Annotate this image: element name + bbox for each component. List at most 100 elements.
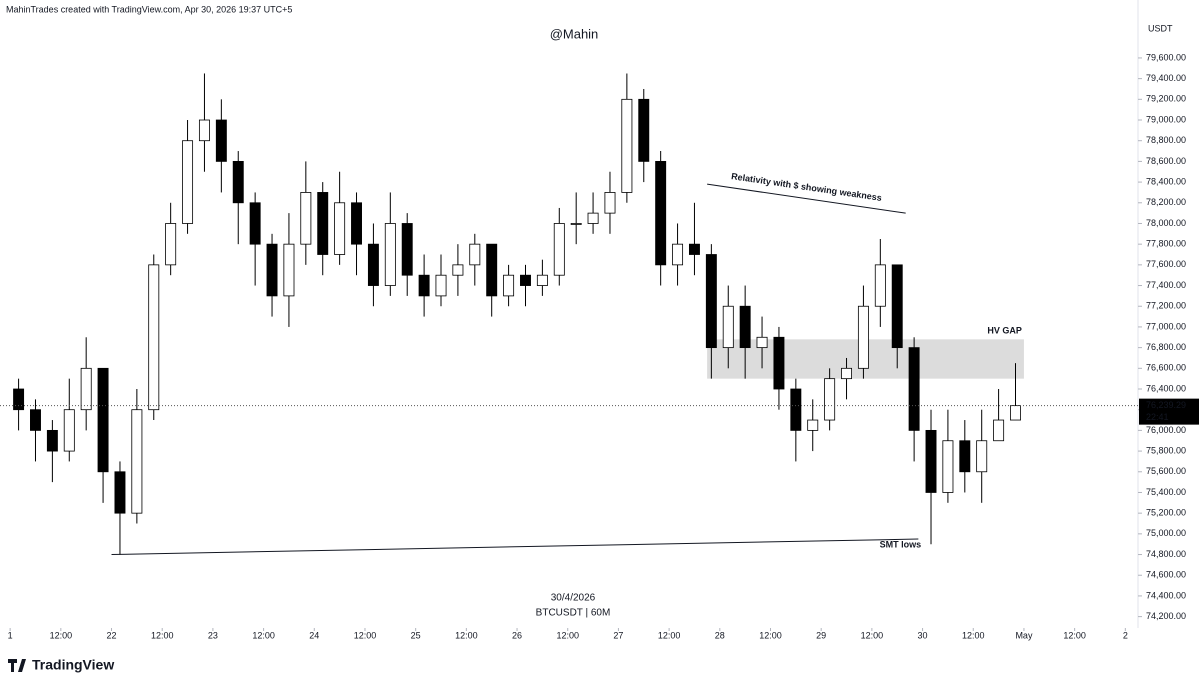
candle-body	[672, 243, 684, 266]
candle-body	[976, 440, 988, 473]
y-tick-label: 75,800.00	[1146, 445, 1186, 455]
candle-body	[688, 243, 700, 255]
date-label: 30/4/2026	[551, 593, 596, 604]
x-tick-label: 12:00	[455, 630, 478, 640]
y-tick-label: 74,200.00	[1146, 611, 1186, 621]
candle-body	[604, 192, 616, 214]
y-tick-label: 77,800.00	[1146, 239, 1186, 249]
candle-body	[655, 160, 667, 266]
candle-body	[520, 274, 531, 286]
y-tick-label: 75,400.00	[1146, 487, 1186, 497]
last-price-label: 76,239.29	[1146, 400, 1186, 410]
candle-body	[705, 254, 717, 349]
candle-body	[925, 429, 937, 493]
candle-body	[401, 223, 413, 276]
candle-body	[249, 202, 261, 245]
candle-body	[638, 98, 650, 162]
x-tick-label: 12:00	[861, 630, 884, 640]
x-tick-label: 12:00	[354, 630, 377, 640]
x-tick-label: 12:00	[151, 630, 174, 640]
x-tick-label: 12:00	[556, 630, 579, 640]
candle-body	[13, 388, 25, 411]
candle-body	[148, 264, 160, 411]
candle-body	[773, 336, 785, 390]
candle-body	[536, 274, 548, 286]
y-tick-label: 76,000.00	[1146, 425, 1186, 435]
candle-body	[908, 347, 920, 431]
last-price-box	[1139, 398, 1199, 425]
candle-body	[182, 140, 194, 224]
candle-body	[807, 419, 819, 431]
y-tick-label: 76,400.00	[1146, 383, 1186, 393]
candle-body	[80, 367, 92, 411]
x-tick-label: 12:00	[759, 630, 782, 640]
candle-body	[621, 98, 633, 193]
candle-body	[114, 471, 126, 514]
subtitle: BTCUSDT | 60M	[536, 608, 611, 619]
x-tick-label: 12:00	[1063, 630, 1086, 640]
y-tick-label: 75,000.00	[1146, 528, 1186, 538]
candle-body	[351, 202, 362, 245]
candle-body	[317, 192, 329, 255]
y-tick-label: 75,200.00	[1146, 508, 1186, 518]
y-tick-label: 77,600.00	[1146, 259, 1186, 269]
chart-title: @Mahin	[550, 26, 599, 41]
candle-body	[215, 119, 227, 162]
candle-body	[874, 264, 886, 307]
y-tick-label: 79,000.00	[1146, 114, 1186, 124]
brand: TradingView	[32, 657, 114, 673]
logo: TradingView	[8, 657, 114, 673]
candle-body	[384, 223, 396, 286]
y-tick-label: 77,200.00	[1146, 301, 1186, 311]
candle-body	[97, 367, 109, 473]
candle-body	[790, 388, 802, 431]
y-tick-label: 79,600.00	[1146, 52, 1186, 62]
candle-body	[722, 305, 734, 349]
x-tick-label: 23	[208, 630, 218, 640]
candle-body	[486, 243, 498, 297]
y-tick-label: 74,800.00	[1146, 549, 1186, 559]
candle-body	[959, 440, 971, 473]
candle-body	[553, 223, 565, 276]
y-tick-label: 78,200.00	[1146, 197, 1186, 207]
y-tick-label: 75,600.00	[1146, 466, 1186, 476]
y-tick-label: 74,400.00	[1146, 590, 1186, 600]
y-tick-label: 76,800.00	[1146, 342, 1186, 352]
annotation: SMT lows	[880, 539, 922, 549]
trendline	[111, 538, 919, 556]
candle-body	[993, 419, 1005, 442]
candle-body	[435, 274, 447, 297]
candle-body	[300, 192, 312, 245]
x-tick-label: 2	[1123, 630, 1128, 640]
candle-body	[334, 202, 346, 255]
candle-body	[824, 378, 836, 421]
candle-body	[857, 305, 869, 369]
candle-body	[46, 429, 58, 452]
y-tick-label: 79,400.00	[1146, 73, 1186, 83]
candle-body	[30, 409, 41, 431]
y-axis-label: USDT	[1148, 23, 1173, 33]
x-tick-label: 26	[512, 630, 522, 640]
x-tick-label: 29	[816, 630, 826, 640]
candle-body	[469, 243, 481, 266]
y-tick-label: 78,800.00	[1146, 135, 1186, 145]
x-tick-label: 28	[715, 630, 725, 640]
candle-body	[198, 119, 210, 142]
y-tick-label: 78,600.00	[1146, 156, 1186, 166]
candle-body	[570, 223, 582, 225]
candle-body	[452, 264, 464, 276]
candle-body	[418, 274, 430, 297]
candle-body	[739, 305, 751, 349]
candle-body	[1010, 405, 1021, 421]
x-tick-label: 12:00	[50, 630, 73, 640]
candle-body	[891, 264, 903, 349]
y-tick-label: 77,400.00	[1146, 280, 1186, 290]
y-tick-label: 79,200.00	[1146, 94, 1186, 104]
x-tick-label: 12:00	[962, 630, 985, 640]
candle-body	[587, 212, 599, 224]
zone-label: HV GAP	[987, 326, 1022, 336]
candle-body	[841, 367, 852, 380]
x-tick-label: 25	[411, 630, 421, 640]
candle-body	[503, 274, 515, 297]
